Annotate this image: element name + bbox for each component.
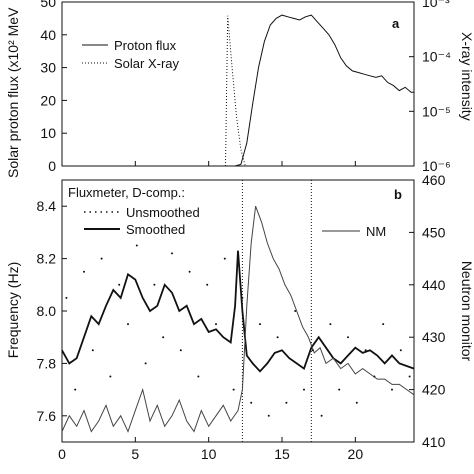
- series-unsmoothed-point: [259, 323, 261, 326]
- panel-a-right-tick-label: 10⁻⁵: [422, 103, 451, 119]
- panel-a-left-tick-label: 40: [40, 27, 56, 43]
- panel-b-x-tick-label: 15: [274, 446, 290, 462]
- series-unsmoothed-point: [100, 257, 103, 260]
- series-unsmoothed-point: [223, 257, 226, 260]
- panel-a-right-tick-label: 10⁻⁴: [422, 49, 451, 65]
- panel-b-ylabel-left: Frequency (Hz): [5, 262, 21, 358]
- series-unsmoothed-point: [91, 349, 94, 352]
- panel-a-left-tick-label: 0: [48, 158, 56, 174]
- series-unsmoothed-point: [144, 362, 147, 365]
- panel-a-letter: a: [392, 16, 400, 31]
- panel-b-ylabel-right: Neutron monitor: [459, 261, 474, 362]
- series-unsmoothed-point: [171, 252, 173, 255]
- series-unsmoothed-point: [197, 375, 200, 378]
- series-unsmoothed-point: [153, 283, 156, 286]
- series-unsmoothed-point: [303, 388, 305, 391]
- series-unsmoothed-point: [391, 388, 393, 391]
- series-unsmoothed-point: [135, 244, 138, 247]
- panel-b-frame: [61, 179, 415, 443]
- panel-b-ticks: 7.6 7.8 8.0 8.2 8.4 410 420 430 440 450 460 0 5 10 15 2…: [37, 172, 446, 462]
- panel-b-left-tick-label: 8.2: [37, 251, 57, 267]
- legend-fluxmeter-title: Fluxmeter, D-comp.:: [68, 185, 185, 200]
- series-unsmoothed-point: [399, 349, 402, 352]
- panel-a-frame: [61, 1, 415, 167]
- series-unsmoothed-point: [408, 375, 411, 378]
- panel-a-right-tick-label: 10⁻⁶: [422, 158, 451, 174]
- series-unsmoothed-point: [364, 349, 367, 352]
- panel-b-right-tick-label: 460: [422, 172, 446, 188]
- panel-b-right-tick-label: 420: [422, 382, 446, 398]
- panel-b-x-tick-label: 5: [131, 446, 139, 462]
- panel-a-left-tick-label: 30: [40, 60, 56, 76]
- series-unsmoothed-point: [232, 388, 235, 391]
- panel-b-left-tick-label: 7.6: [37, 408, 57, 424]
- panel-b-letter: b: [394, 187, 402, 202]
- series-solar-x-ray: [225, 15, 246, 167]
- panel-b-x-tick-label: 20: [348, 446, 364, 462]
- series-unsmoothed-point: [382, 323, 385, 326]
- panel-a-right-tick-label: 10⁻³: [422, 0, 450, 10]
- panel-a-ylabel-left: Solar proton flux (x10² MeV: [5, 7, 21, 178]
- series-unsmoothed-point: [83, 270, 85, 273]
- series-unsmoothed-point: [206, 283, 209, 286]
- series-unsmoothed-point: [294, 310, 297, 312]
- series-proton-flux: [234, 14, 414, 167]
- legend-unsmoothed-label: Unsmoothed: [126, 205, 200, 220]
- panel-b-left-tick-label: 7.8: [37, 355, 57, 371]
- panel-a-left-tick-label: 20: [40, 92, 56, 108]
- panel-b-left-tick-label: 8.4: [37, 198, 57, 214]
- panel-a-left-tick-label: 50: [40, 0, 56, 10]
- series-unsmoothed-point: [276, 336, 279, 339]
- legend-proton-flux-label: Proton flux: [114, 38, 177, 53]
- panel-a-series: [225, 14, 414, 167]
- series-unsmoothed-point: [241, 296, 244, 299]
- panel-b-x-tick-label: 10: [201, 446, 217, 462]
- panel-a-left-tick-label: 10: [40, 125, 56, 141]
- series-unsmoothed-point: [65, 296, 68, 299]
- series-unsmoothed-point: [311, 349, 314, 352]
- series-unsmoothed-point: [347, 336, 349, 339]
- series-unsmoothed-point: [109, 375, 112, 378]
- series-unsmoothed-point: [118, 283, 121, 286]
- series-unsmoothed-point: [162, 336, 165, 339]
- panel-b-right-tick-label: 430: [422, 329, 446, 345]
- series-unsmoothed-point: [338, 388, 341, 391]
- panel-a-ylabel-right: X-ray intensity: [459, 32, 474, 121]
- series-unsmoothed-point: [329, 323, 332, 326]
- series-smoothed: [61, 250, 415, 373]
- series-unsmoothed-point: [285, 401, 288, 404]
- series-unsmoothed-point: [320, 414, 323, 417]
- legend-smoothed-label: Smoothed: [126, 222, 185, 237]
- series-unsmoothed-point: [250, 401, 253, 404]
- panel-b-x-tick-label: 0: [58, 446, 66, 462]
- series-unsmoothed-point: [215, 323, 217, 326]
- panel-b-right-tick-label: 450: [422, 224, 446, 240]
- legend-solar-xray-label: Solar X-ray: [114, 56, 180, 71]
- series-unsmoothed-point: [188, 270, 191, 273]
- panel-b-right-tick-label: 440: [422, 277, 446, 293]
- series-unsmoothed-point: [267, 414, 270, 417]
- panel-a-ticks: 0 10 20 30 40 50 10⁻⁶ 10⁻⁵ 10⁻⁴ 10⁻³: [40, 0, 451, 174]
- series-unsmoothed-point: [373, 375, 376, 378]
- panel-b-right-tick-label: 410: [422, 434, 446, 450]
- legend-nm-label: NM: [366, 224, 386, 239]
- series-nm: [61, 206, 415, 433]
- series-unsmoothed-point: [127, 323, 129, 326]
- series-unsmoothed-point: [355, 401, 358, 404]
- series-unsmoothed-point: [74, 388, 77, 391]
- panel-b-left-tick-label: 8.0: [37, 303, 57, 319]
- panel-b-series: [61, 180, 415, 442]
- series-unsmoothed-point: [179, 349, 182, 352]
